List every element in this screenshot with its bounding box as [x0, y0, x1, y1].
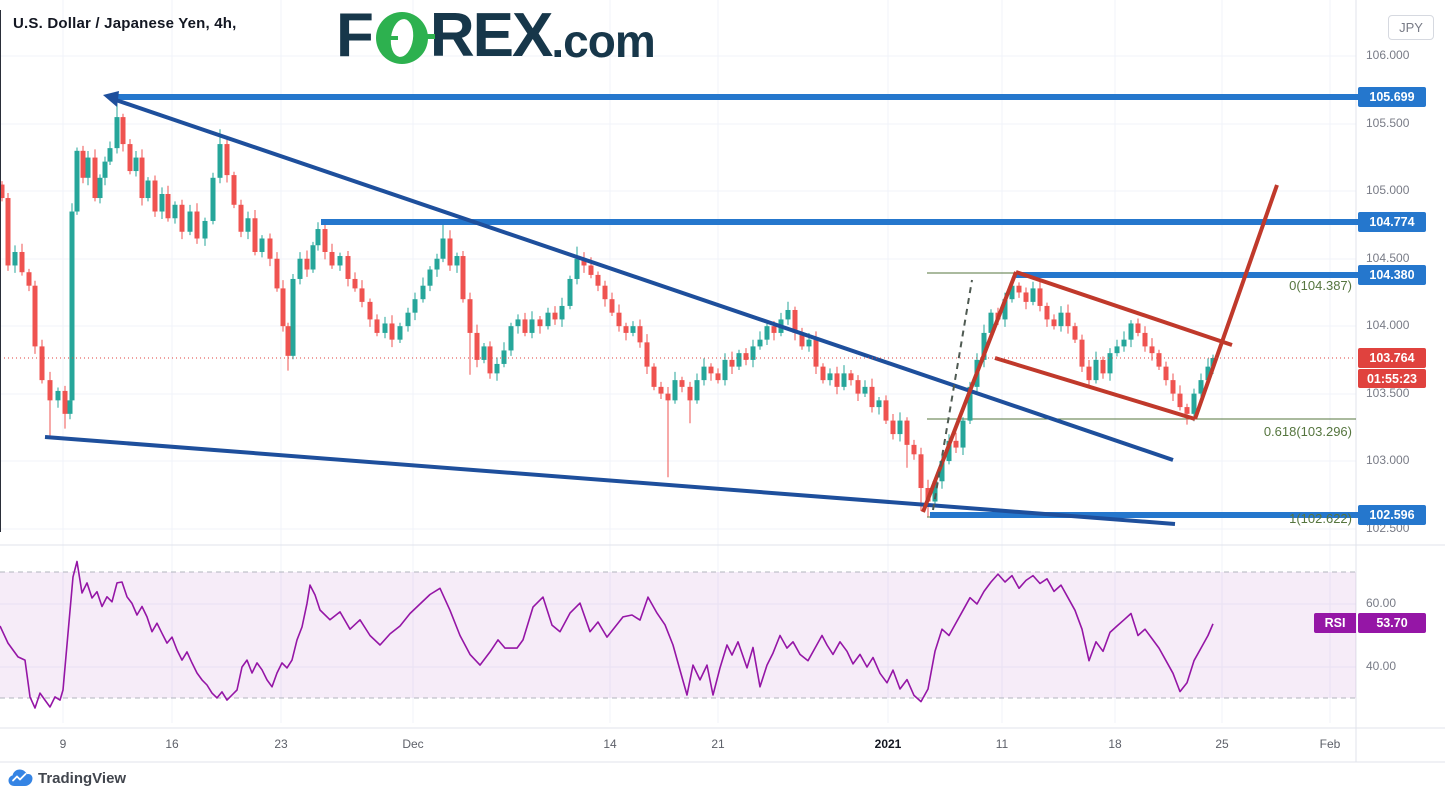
price-tick-label: 103.500 [1366, 386, 1410, 400]
price-tick-label: 104.500 [1366, 251, 1410, 265]
fib-level-label: 0(104.387) [1289, 278, 1352, 293]
forex-watermark-logo: F REX .com [336, 1, 656, 70]
time-tick-label: 2021 [874, 737, 902, 751]
price-tick-label: 105.000 [1366, 183, 1410, 197]
fib-level-label: 1(102.622) [1289, 511, 1352, 526]
price-tick-label: 105.500 [1366, 116, 1410, 130]
time-tick-label: Dec [402, 737, 424, 751]
tradingview-logo-text: TradingView [38, 769, 127, 787]
currency-badge[interactable]: JPY [1388, 15, 1434, 40]
price-tick-label: 106.000 [1366, 48, 1410, 62]
time-tick-label: 14 [603, 737, 617, 751]
last-price-badge: 103.764 [1358, 348, 1426, 368]
price-tick-label: 103.000 [1366, 453, 1410, 467]
countdown-badge: 01:55:23 [1358, 369, 1426, 388]
time-tick-label: 23 [274, 737, 288, 751]
time-tick-label: 11 [995, 737, 1009, 751]
forex-logo-com: .com [551, 15, 655, 67]
tradingview-logo[interactable]: TradingView [8, 769, 126, 787]
time-tick-label: Feb [1319, 737, 1341, 751]
rsi-tick-label: 40.00 [1366, 659, 1397, 673]
forex-logo-rex: REX [429, 1, 553, 70]
price-tick-label: 104.000 [1366, 318, 1410, 332]
forex-logo-o-icon [375, 12, 435, 64]
price-level-badge: 104.774 [1358, 212, 1426, 232]
rsi-indicator-badge[interactable]: RSI [1314, 613, 1356, 633]
tradingview-cloud-icon [8, 769, 33, 786]
rsi-value-badge: 53.70 [1358, 613, 1426, 633]
time-tick-label: 21 [711, 737, 725, 751]
symbol-title: U.S. Dollar / Japanese Yen, 4h, [13, 15, 237, 32]
forex-logo-f: F [336, 1, 374, 70]
price-level-badge: 104.380 [1358, 265, 1426, 285]
time-tick-label: 25 [1215, 737, 1229, 751]
time-tick-label: 9 [59, 737, 67, 751]
time-tick-label: 16 [165, 737, 179, 751]
rsi-tick-label: 60.00 [1366, 596, 1397, 610]
pane-left-border [0, 10, 1, 532]
time-tick-label: 18 [1108, 737, 1122, 751]
price-level-badge: 105.699 [1358, 87, 1426, 107]
fib-level-label: 0.618(103.296) [1263, 424, 1352, 439]
price-level-badge: 102.596 [1358, 505, 1426, 525]
